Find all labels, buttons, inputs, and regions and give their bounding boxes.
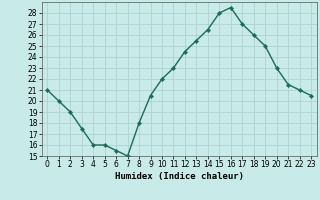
X-axis label: Humidex (Indice chaleur): Humidex (Indice chaleur) <box>115 172 244 181</box>
